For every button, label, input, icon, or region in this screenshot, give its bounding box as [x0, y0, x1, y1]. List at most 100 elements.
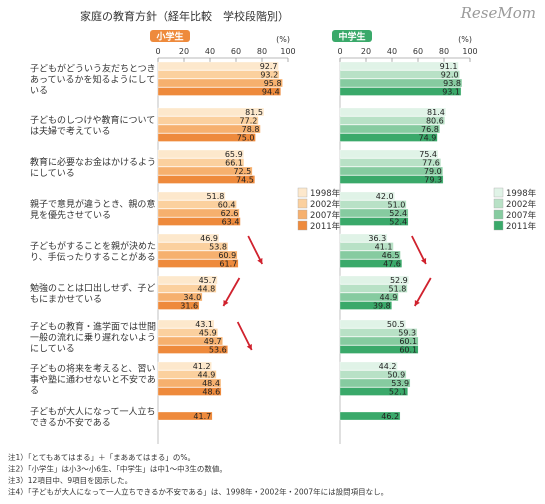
- elem-bar-6-3: [157, 345, 228, 354]
- middle-trend-arrow-head-1: [414, 300, 420, 306]
- elem-bar-5-2: [157, 292, 203, 302]
- elem-data-label-7-0: 41.2: [193, 362, 211, 371]
- middle-trend-arrow-1: [413, 277, 432, 307]
- middle-data-label-5-3: 39.8: [373, 302, 391, 311]
- middle-bar-1-0: [339, 107, 446, 117]
- middle-bar-1-2: [339, 124, 440, 134]
- middle-data-label-5-1: 51.8: [389, 285, 407, 294]
- elem-data-label-4-0: 46.9: [200, 234, 218, 243]
- elem-bar-0-3: [157, 87, 281, 96]
- footnotes: 注1）「とてもあてはまる」＋「まああてはまる」の%。注2）「小学生」は小3～小6…: [8, 452, 388, 497]
- middle-data-label-4-3: 47.6: [383, 260, 401, 269]
- middle-panel-title: 中学生: [338, 31, 365, 43]
- logo: ReseMom: [460, 4, 536, 22]
- elem-bar-6-2: [157, 336, 223, 346]
- category-label-8: 子どもが大人になって一人立ちできるか不安である: [30, 405, 156, 428]
- elem-bar-2-2: [157, 166, 253, 176]
- elem-legend-swatch-1: [297, 198, 308, 209]
- elem-bar-4-0: [157, 233, 220, 243]
- middle-bar-0-2: [339, 78, 463, 88]
- middle-data-label-2-2: 79.0: [424, 167, 442, 176]
- elem-data-label-4-3: 61.7: [219, 260, 237, 269]
- elem-data-label-3-1: 60.4: [218, 201, 236, 210]
- footnote-2: 注3）12項目中、9項目を図示した。: [8, 475, 132, 485]
- middle-tick-label-1: 20: [361, 47, 371, 56]
- middle-data-label-8-3: 46.2: [381, 412, 399, 421]
- category-label-7: 子どもの将来を考えると、習い事や塾に通わせないと不安である: [30, 364, 156, 397]
- elem-data-label-6-0: 43.1: [195, 320, 213, 329]
- elem-bar-7-3: [157, 387, 222, 396]
- elem-bar-1-1: [157, 116, 259, 125]
- middle-data-label-7-2: 53.9: [391, 379, 409, 388]
- elem-tick-label-0: 0: [155, 47, 160, 56]
- middle-bar-6-1: [339, 328, 418, 337]
- elem-bar-4-2: [157, 250, 238, 260]
- middle-data-label-3-3: 52.4: [389, 218, 407, 227]
- middle-data-label-0-2: 93.8: [443, 79, 461, 88]
- elem-bar-3-0: [157, 191, 226, 201]
- middle-tick-label-4: 80: [439, 47, 449, 56]
- elem-data-label-0-0: 92.7: [260, 62, 278, 71]
- middle-bar-3-2: [339, 208, 409, 218]
- elem-data-label-6-3: 53.6: [209, 346, 227, 355]
- middle-bar-5-1: [339, 284, 408, 293]
- elem-bar-1-3: [157, 133, 256, 142]
- elem-tick-label-4: 80: [257, 47, 267, 56]
- middle-trend-arrow-head-0: [420, 258, 427, 264]
- elem-legend-swatch-2: [297, 209, 308, 220]
- elem-tick-label-5: 100: [280, 47, 295, 56]
- elem-trend-arrow-head-0: [257, 258, 263, 264]
- middle-data-label-7-1: 50.9: [387, 371, 405, 380]
- category-label-2: 教育に必要なお金はかけるようにしている: [30, 156, 156, 179]
- elem-legend-label-3: 2011年: [310, 221, 341, 232]
- elem-bar-4-1: [157, 242, 229, 251]
- middle-bar-7-2: [339, 378, 411, 388]
- elem-bar-8-3: [157, 411, 213, 421]
- elem-data-label-5-3: 31.6: [180, 302, 198, 311]
- elem-data-label-2-0: 65.9: [225, 150, 243, 159]
- middle-bar-0-1: [339, 70, 460, 79]
- middle-bar-2-3: [339, 175, 444, 184]
- middle-data-label-5-2: 44.9: [380, 293, 398, 302]
- category-label-4: 子どもがすることを親が決めたり、手伝ったりすることがある: [30, 240, 156, 263]
- middle-bar-4-0: [339, 233, 388, 243]
- middle-bar-6-3: [339, 345, 419, 354]
- category-label-3: 親子で意見が違うとき、親の意見を優先させている: [30, 198, 155, 221]
- middle-bar-4-1: [339, 242, 394, 251]
- elem-unit-label: (%): [276, 35, 290, 44]
- elem-panel-title: 小学生: [155, 31, 183, 43]
- middle-bar-7-0: [339, 361, 398, 371]
- middle-tick-label-5: 100: [462, 47, 477, 56]
- elem-bar-3-1: [157, 200, 237, 209]
- elem-bar-3-2: [157, 208, 240, 218]
- elem-bar-1-0: [157, 107, 265, 117]
- elem-trend-arrow-head-1: [223, 300, 229, 306]
- middle-bar-3-3: [339, 217, 409, 226]
- elem-data-label-7-1: 44.9: [198, 371, 216, 380]
- elem-legend-label-0: 1998年: [310, 188, 341, 199]
- middle-legend-label-3: 2011年: [506, 221, 537, 232]
- elem-data-label-4-2: 60.9: [218, 251, 236, 260]
- middle-legend-label-1: 2002年: [506, 199, 537, 210]
- middle-legend-label-0: 1998年: [506, 188, 537, 199]
- middle-bar-2-1: [339, 158, 442, 167]
- elem-data-label-6-1: 45.9: [199, 329, 217, 338]
- elem-bar-1-2: [157, 124, 261, 134]
- footnote-3: 注4）「子どもが大人になって一人立ちできるか不安である」は、1998年・2002…: [8, 487, 388, 497]
- elem-legend-swatch-0: [297, 187, 308, 198]
- elem-bar-6-1: [157, 328, 218, 337]
- middle-bar-4-2: [339, 250, 401, 260]
- middle-data-label-1-0: 81.4: [427, 108, 445, 117]
- middle-legend-swatch-0: [493, 187, 504, 198]
- middle-data-label-0-0: 91.1: [440, 62, 458, 71]
- elem-bar-5-3: [157, 301, 200, 310]
- middle-data-label-4-0: 36.3: [368, 234, 386, 243]
- category-label-5: 勉強のことは口出しせず、子どもにまかせている: [30, 282, 155, 305]
- elem-title-badge: [150, 30, 190, 42]
- elem-data-label-5-2: 34.0: [183, 293, 201, 302]
- elem-data-label-7-2: 48.4: [202, 379, 220, 388]
- middle-bar-0-0: [339, 61, 459, 71]
- middle-data-label-4-2: 46.5: [382, 251, 400, 260]
